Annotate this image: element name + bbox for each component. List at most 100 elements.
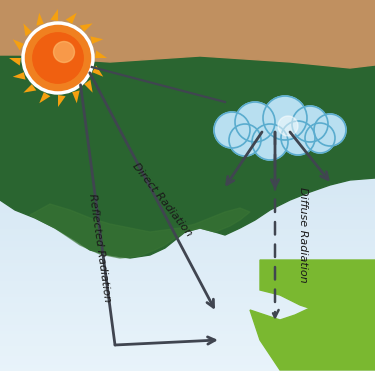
- Bar: [0, 312, 375, 315]
- Bar: [0, 118, 375, 121]
- Bar: [0, 158, 375, 161]
- Bar: [0, 352, 375, 355]
- Bar: [0, 170, 375, 173]
- Bar: [0, 53, 375, 56]
- Bar: [0, 263, 375, 266]
- Bar: [0, 31, 375, 34]
- Circle shape: [305, 123, 335, 153]
- Bar: [0, 145, 375, 148]
- Bar: [0, 74, 375, 77]
- Bar: [0, 229, 375, 232]
- Bar: [0, 278, 375, 281]
- Bar: [0, 362, 375, 365]
- Bar: [0, 130, 375, 133]
- Bar: [0, 127, 375, 130]
- Bar: [0, 96, 375, 99]
- Polygon shape: [58, 95, 66, 107]
- Text: Diffuse Radiation: Diffuse Radiation: [298, 187, 308, 283]
- Bar: [0, 328, 375, 331]
- Bar: [0, 155, 375, 158]
- Bar: [0, 43, 375, 46]
- Bar: [0, 176, 375, 179]
- Circle shape: [214, 112, 250, 148]
- Bar: [0, 272, 375, 275]
- Bar: [0, 303, 375, 306]
- Bar: [0, 9, 375, 12]
- Bar: [0, 213, 375, 216]
- Bar: [0, 133, 375, 136]
- Bar: [0, 90, 375, 93]
- Bar: [0, 142, 375, 145]
- Bar: [0, 337, 375, 340]
- Bar: [0, 368, 375, 371]
- Bar: [0, 0, 375, 3]
- Bar: [0, 275, 375, 278]
- Bar: [0, 28, 375, 31]
- Polygon shape: [36, 13, 44, 26]
- Bar: [0, 309, 375, 312]
- Polygon shape: [0, 0, 375, 68]
- Bar: [0, 343, 375, 346]
- Polygon shape: [39, 92, 50, 103]
- Polygon shape: [90, 36, 103, 44]
- Circle shape: [314, 114, 346, 146]
- Polygon shape: [95, 50, 107, 58]
- Bar: [0, 220, 375, 223]
- Bar: [0, 290, 375, 294]
- Bar: [0, 136, 375, 139]
- Bar: [0, 346, 375, 349]
- Polygon shape: [13, 72, 26, 80]
- Bar: [0, 37, 375, 40]
- Bar: [0, 148, 375, 151]
- Polygon shape: [80, 23, 93, 32]
- Polygon shape: [23, 23, 32, 36]
- Bar: [0, 164, 375, 167]
- Bar: [0, 260, 375, 263]
- Bar: [0, 226, 375, 229]
- Bar: [0, 266, 375, 269]
- Bar: [0, 359, 375, 362]
- Polygon shape: [84, 80, 93, 93]
- Bar: [0, 318, 375, 322]
- Bar: [0, 49, 375, 53]
- Polygon shape: [50, 9, 58, 21]
- Bar: [0, 253, 375, 257]
- Polygon shape: [66, 13, 77, 24]
- Text: Direct Radiation: Direct Radiation: [130, 161, 194, 239]
- Bar: [0, 281, 375, 285]
- Bar: [0, 331, 375, 334]
- Bar: [0, 288, 375, 290]
- Bar: [0, 12, 375, 16]
- Bar: [0, 204, 375, 207]
- Polygon shape: [9, 58, 21, 66]
- Bar: [0, 3, 375, 6]
- Bar: [0, 139, 375, 142]
- Bar: [0, 68, 375, 71]
- Bar: [0, 102, 375, 105]
- Bar: [0, 77, 375, 81]
- Bar: [0, 65, 375, 68]
- Bar: [0, 40, 375, 43]
- Bar: [0, 16, 375, 19]
- Bar: [0, 223, 375, 226]
- Bar: [0, 365, 375, 368]
- Bar: [0, 93, 375, 96]
- Bar: [0, 306, 375, 309]
- Bar: [0, 322, 375, 325]
- Bar: [0, 173, 375, 176]
- Polygon shape: [260, 260, 375, 310]
- Bar: [0, 114, 375, 118]
- Polygon shape: [250, 282, 375, 370]
- Bar: [0, 188, 375, 192]
- Bar: [0, 71, 375, 74]
- Bar: [0, 62, 375, 65]
- Bar: [0, 105, 375, 108]
- Bar: [0, 325, 375, 328]
- Bar: [0, 34, 375, 37]
- Bar: [0, 269, 375, 272]
- Bar: [0, 59, 375, 62]
- Bar: [0, 241, 375, 244]
- Bar: [0, 257, 375, 260]
- Bar: [0, 244, 375, 247]
- Bar: [0, 192, 375, 195]
